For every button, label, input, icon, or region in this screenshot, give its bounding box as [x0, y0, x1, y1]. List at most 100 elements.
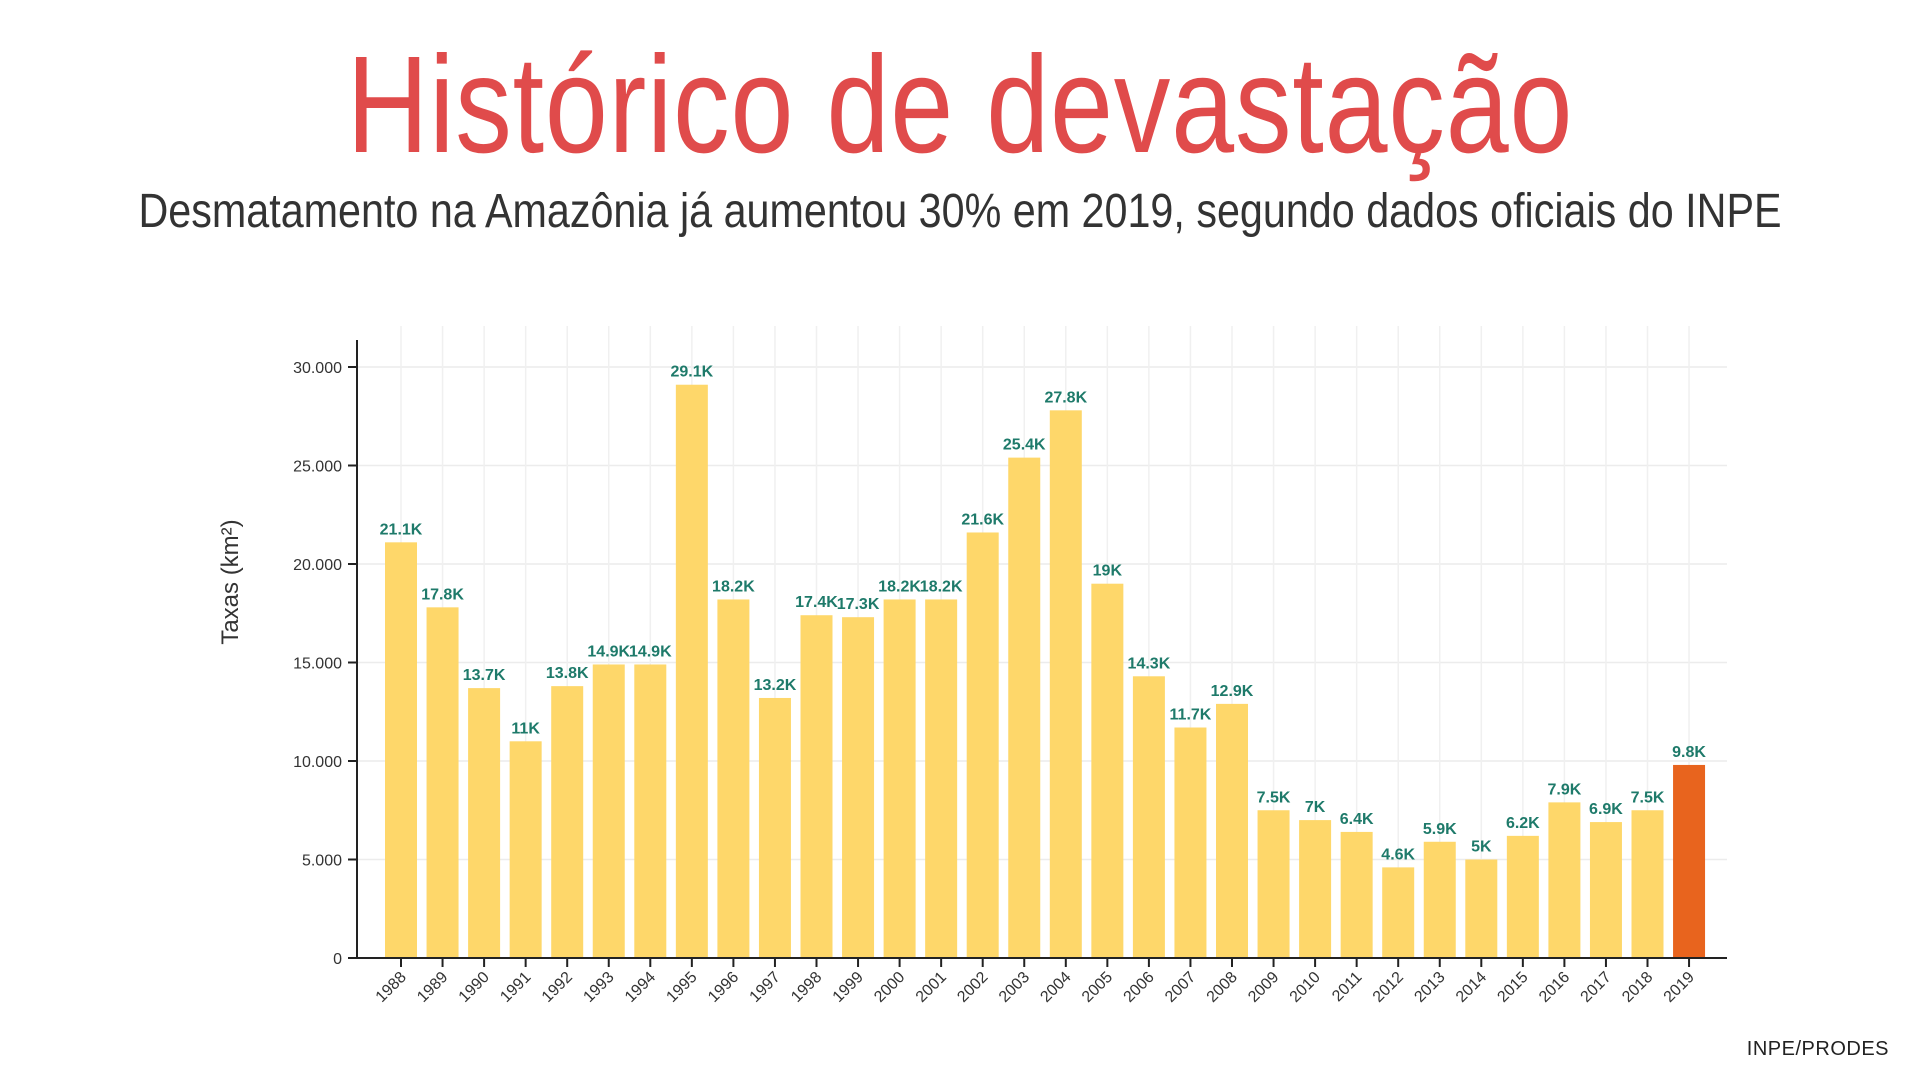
- y-tick-label: 5.000: [302, 853, 342, 870]
- data-label-2002: 21.6K: [961, 511, 1004, 528]
- data-label-1998: 17.4K: [795, 594, 838, 611]
- bar-2007: [1174, 727, 1207, 958]
- data-label-2015: 6.2K: [1506, 815, 1540, 832]
- x-tick-label-1990: 1990: [456, 969, 493, 1006]
- bar-2009: [1257, 810, 1290, 958]
- x-tick-label-1992: 1992: [539, 969, 576, 1006]
- bar-1991: [509, 741, 542, 958]
- x-tick-label-2004: 2004: [1037, 969, 1074, 1006]
- data-label-2017: 6.9K: [1589, 801, 1623, 818]
- data-label-2008: 12.9K: [1211, 683, 1254, 700]
- data-label-2005: 19K: [1093, 563, 1123, 580]
- x-tick-label-2010: 2010: [1287, 969, 1324, 1006]
- x-tick-label-1998: 1998: [788, 969, 825, 1006]
- bar-2008: [1216, 703, 1248, 958]
- x-tick-label-1994: 1994: [622, 969, 659, 1006]
- bar-2015: [1506, 835, 1539, 958]
- data-label-1993: 14.9K: [587, 643, 630, 660]
- bar-2006: [1132, 676, 1165, 958]
- bar-1998: [800, 615, 833, 958]
- bar-1996: [717, 599, 750, 958]
- x-tick-label-2013: 2013: [1411, 969, 1448, 1006]
- data-label-1996: 18.2K: [712, 578, 755, 595]
- x-tick-label-2002: 2002: [954, 969, 991, 1006]
- x-tick-label-2012: 2012: [1370, 969, 1407, 1006]
- data-label-2013: 5.9K: [1423, 821, 1457, 838]
- bar-1992: [551, 686, 584, 958]
- data-label-1994: 14.9K: [629, 643, 672, 660]
- data-label-1997: 13.2K: [754, 677, 797, 694]
- data-label-1999: 17.3K: [837, 596, 880, 613]
- data-label-1991: 11K: [511, 720, 540, 737]
- x-tick-label-2005: 2005: [1079, 969, 1116, 1006]
- data-label-2016: 7.9K: [1548, 781, 1582, 798]
- x-tick-label-2003: 2003: [996, 969, 1033, 1006]
- x-tick-label-1996: 1996: [705, 969, 742, 1006]
- bar-1994: [634, 664, 667, 958]
- bar-2001: [925, 599, 958, 958]
- y-tick-label: 10.000: [293, 754, 342, 771]
- x-tick-label-1995: 1995: [663, 969, 700, 1006]
- data-label-2018: 7.5K: [1631, 789, 1665, 806]
- x-tick-label-1988: 1988: [373, 969, 410, 1006]
- data-label-1988: 21.1K: [380, 521, 423, 538]
- data-label-2006: 14.3K: [1128, 655, 1171, 672]
- bar-2003: [1008, 457, 1041, 958]
- data-label-2009: 7.5K: [1257, 789, 1291, 806]
- y-tick-label: 20.000: [293, 557, 342, 574]
- data-label-2010: 7K: [1305, 799, 1326, 816]
- x-tick-label-2015: 2015: [1494, 969, 1531, 1006]
- x-tick-label-1997: 1997: [747, 969, 784, 1006]
- bar-1993: [592, 664, 625, 958]
- y-tick-label: 25.000: [293, 459, 342, 476]
- x-tick-label-2007: 2007: [1162, 969, 1199, 1006]
- x-tick-label-2019: 2019: [1661, 969, 1698, 1006]
- x-tick-label-2018: 2018: [1619, 969, 1656, 1006]
- x-tick-label-1991: 1991: [497, 969, 534, 1006]
- x-tick-label-2006: 2006: [1121, 969, 1158, 1006]
- bar-2004: [1049, 410, 1082, 959]
- x-tick-label-2011: 2011: [1329, 969, 1365, 1005]
- data-label-2004: 27.8K: [1044, 389, 1087, 406]
- bar-2016: [1548, 802, 1581, 958]
- x-tick-label-2001: 2001: [913, 969, 950, 1006]
- data-label-2014: 5K: [1471, 839, 1492, 856]
- y-tick-label: 30.000: [293, 360, 342, 377]
- x-tick-label-2009: 2009: [1245, 969, 1282, 1006]
- chart-title: Histórico de devastação: [346, 28, 1574, 182]
- data-label-2001: 18.2K: [920, 578, 963, 595]
- data-label-2003: 25.4K: [1003, 437, 1046, 454]
- bar-1990: [468, 688, 501, 958]
- data-label-2012: 4.6K: [1381, 846, 1415, 863]
- bar-2012: [1382, 867, 1415, 958]
- bar-1989: [426, 607, 459, 958]
- data-label-1989: 17.8K: [421, 586, 464, 603]
- data-label-1992: 13.8K: [546, 665, 589, 682]
- y-tick-label: 0: [333, 951, 342, 968]
- bars-group: [385, 384, 1706, 959]
- bar-2002: [966, 532, 999, 958]
- data-label-2007: 11.7K: [1170, 707, 1212, 724]
- bar-2019: [1673, 764, 1706, 958]
- x-tick-label-2000: 2000: [871, 969, 908, 1006]
- data-label-2000: 18.2K: [878, 578, 921, 595]
- y-tick-label: 15.000: [293, 656, 342, 673]
- x-tick-label-1989: 1989: [414, 969, 451, 1006]
- bar-2018: [1631, 810, 1664, 958]
- bar-2005: [1091, 583, 1124, 958]
- bar-1988: [385, 542, 417, 958]
- x-tick-label-2008: 2008: [1204, 969, 1241, 1006]
- bar-2011: [1340, 831, 1373, 958]
- bar-2013: [1423, 841, 1456, 958]
- x-tick-label-2016: 2016: [1536, 969, 1573, 1006]
- bar-2017: [1589, 822, 1622, 958]
- data-label-1995: 29.1K: [670, 364, 713, 381]
- bar-2010: [1299, 820, 1332, 958]
- data-label-2019: 9.8K: [1672, 744, 1706, 761]
- y-axis-title: Taxas (km²): [217, 519, 244, 644]
- bar-2000: [883, 599, 916, 958]
- x-tick-label-2017: 2017: [1578, 969, 1615, 1006]
- chart-subtitle: Desmatamento na Amazônia já aumentou 30%…: [138, 185, 1782, 238]
